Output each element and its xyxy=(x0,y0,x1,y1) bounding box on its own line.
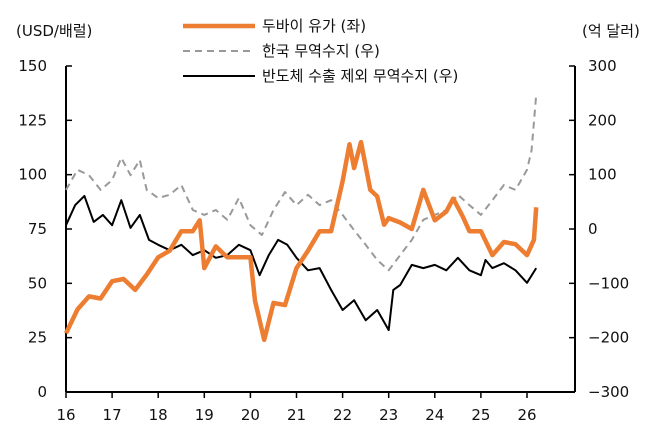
legend-label-ex-semis-trade: 반도체 수출 제외 무역수지 (우) xyxy=(262,67,458,85)
right-tick-label: 200 xyxy=(588,111,617,129)
right-tick-label: 100 xyxy=(588,166,617,184)
x-tick-label: 24 xyxy=(425,406,444,424)
x-tick-label: 21 xyxy=(287,406,306,424)
right-tick-label: −300 xyxy=(588,383,629,401)
legend-label-oil: 두바이 유가 (좌) xyxy=(262,17,366,35)
series-line-0 xyxy=(63,139,539,343)
x-tick-label: 17 xyxy=(103,406,122,424)
x-tick-label: 23 xyxy=(379,406,398,424)
right-tick-label: 300 xyxy=(588,57,617,75)
legend-label-korea-trade: 한국 무역수지 (우) xyxy=(262,42,380,60)
left-tick-label: 0 xyxy=(37,383,47,401)
right-tick-label: −200 xyxy=(588,329,629,347)
left-tick-label: 100 xyxy=(18,166,47,184)
right-tick-label: 0 xyxy=(588,220,598,238)
series-line-1 xyxy=(65,94,538,272)
x-tick-label: 19 xyxy=(195,406,214,424)
series-lines xyxy=(63,94,539,343)
right-tick-label: −100 xyxy=(588,274,629,292)
x-tick-label: 20 xyxy=(241,406,260,424)
left-tick-label: 25 xyxy=(28,329,47,347)
left-tick-label: 125 xyxy=(18,111,47,129)
left-tick-label: 150 xyxy=(18,57,47,75)
x-tick-label: 22 xyxy=(333,406,352,424)
x-tick-label: 18 xyxy=(149,406,168,424)
left-axis-label: (USD/배럴) xyxy=(16,22,92,40)
x-tick-label: 25 xyxy=(471,406,490,424)
axes: 0 25 50 75 100 125 150 −300 −200 −100 0 100 200 300 16… xyxy=(18,57,629,424)
left-tick-label: 75 xyxy=(28,220,47,238)
right-axis-label: (억 달러) xyxy=(582,22,640,40)
x-tick-label: 16 xyxy=(56,406,75,424)
x-tick-label: 26 xyxy=(517,406,536,424)
legend: 두바이 유가 (좌) 한국 무역수지 (우) 반도체 수출 제외 무역수지 (우… xyxy=(183,17,458,85)
left-tick-label: 50 xyxy=(28,274,47,292)
series-line-2 xyxy=(65,194,538,332)
